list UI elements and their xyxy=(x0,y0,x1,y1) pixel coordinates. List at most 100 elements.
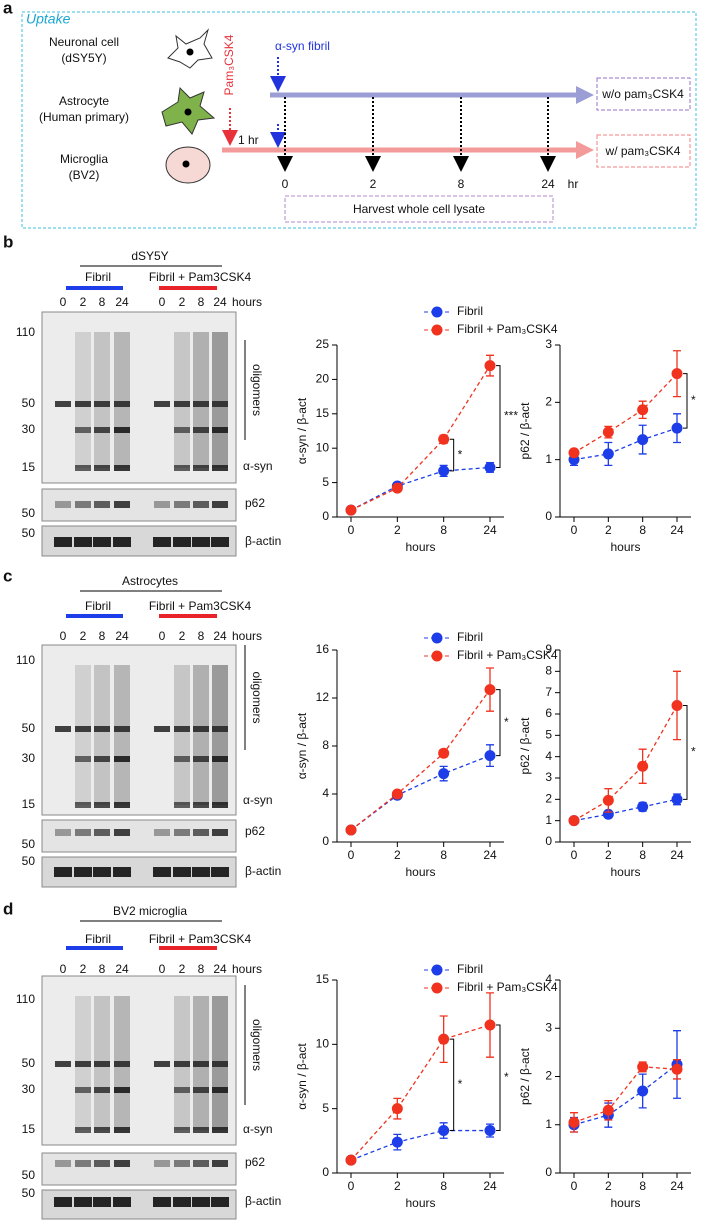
y-tick-label: 2 xyxy=(545,395,552,409)
timepoint: 8 xyxy=(458,177,465,191)
band xyxy=(154,1160,170,1167)
data-point xyxy=(671,793,683,805)
y-axis-label: p62 / β-act xyxy=(518,1047,532,1105)
blot xyxy=(41,1152,237,1186)
condition-label: w/o pam₃CSK4 xyxy=(601,87,684,101)
lane-unit: hours xyxy=(232,629,262,643)
band xyxy=(173,1197,191,1207)
group-label: Fibril + Pam3CSK4 xyxy=(149,932,252,946)
y-tick-label: 5 xyxy=(545,728,552,742)
mw-marker: 110 xyxy=(16,325,35,339)
legend-label: Fibril + Pam₃CSK4 xyxy=(457,648,558,662)
legend-label: Fibril xyxy=(457,304,483,318)
condition-box xyxy=(596,134,691,168)
data-point xyxy=(438,1033,450,1045)
smear xyxy=(174,665,190,805)
band xyxy=(193,465,209,471)
band xyxy=(154,829,170,836)
band xyxy=(193,756,209,762)
band xyxy=(55,726,71,732)
oligomer-label: oligomers xyxy=(250,364,264,416)
band xyxy=(94,401,110,407)
series-line xyxy=(350,1024,491,1161)
y-tick-label: 4 xyxy=(322,786,329,800)
band xyxy=(173,537,191,547)
legend-label: Fibril xyxy=(457,630,483,644)
timepoint: 0 xyxy=(282,177,289,191)
y-tick-label: 2 xyxy=(545,792,552,806)
legend-marker xyxy=(431,632,443,644)
band-label: p62 xyxy=(245,824,265,838)
data-point xyxy=(568,1116,580,1128)
band xyxy=(154,401,170,407)
band-label: α-syn xyxy=(243,1122,273,1136)
band xyxy=(212,1127,228,1133)
y-tick-label: 8 xyxy=(545,664,552,678)
data-point xyxy=(602,448,614,460)
y-tick-label: 8 xyxy=(322,738,329,752)
smear xyxy=(94,665,110,805)
panel-label: a xyxy=(3,0,13,17)
band xyxy=(212,465,228,471)
series-line xyxy=(573,1063,678,1126)
y-tick-label: 20 xyxy=(316,372,330,386)
timepoint: 2 xyxy=(370,177,377,191)
lane-label: 0 xyxy=(159,962,166,976)
x-tick-label: 0 xyxy=(348,848,355,862)
data-point xyxy=(345,1154,357,1166)
band xyxy=(212,1061,228,1067)
data-point xyxy=(438,768,450,780)
x-tick-label: 0 xyxy=(348,523,355,537)
y-axis-label: p62 / β-act xyxy=(518,717,532,775)
mw-marker: 15 xyxy=(22,797,36,811)
data-point xyxy=(671,699,683,711)
band xyxy=(55,1160,71,1167)
blot xyxy=(41,975,237,1146)
x-tick-label: 24 xyxy=(483,1179,497,1193)
data-point xyxy=(484,684,496,696)
legend-marker xyxy=(431,650,443,662)
mw-marker: 50 xyxy=(22,721,36,735)
group-bar xyxy=(66,614,123,618)
x-axis-label: hours xyxy=(405,1196,435,1210)
y-tick-label: 1 xyxy=(545,1117,552,1131)
nucleus xyxy=(182,160,190,168)
y-tick-label: 15 xyxy=(316,406,330,420)
series-line xyxy=(573,798,678,822)
band xyxy=(212,802,228,808)
panel-label: b xyxy=(3,232,13,251)
condition-box xyxy=(596,77,691,111)
group-bar xyxy=(66,286,123,290)
band xyxy=(114,756,130,762)
data-point xyxy=(637,1085,649,1097)
data-point xyxy=(602,1104,614,1116)
timeline-arrow xyxy=(576,141,594,159)
band xyxy=(193,829,209,836)
band xyxy=(212,1160,228,1167)
y-tick-label: 1 xyxy=(545,813,552,827)
data-point xyxy=(484,360,496,372)
x-tick-label: 24 xyxy=(483,848,497,862)
group-bar xyxy=(159,614,217,618)
x-tick-label: 24 xyxy=(483,523,497,537)
y-tick-label: 5 xyxy=(322,1101,329,1115)
significance-bracket xyxy=(683,373,688,429)
band xyxy=(174,401,190,407)
mw-marker: 50 xyxy=(22,506,36,520)
pam-label: Pam₃CSK4 xyxy=(222,34,236,95)
band xyxy=(54,1197,72,1207)
band xyxy=(94,829,110,836)
lane-label: 0 xyxy=(60,295,67,309)
group-bar xyxy=(159,946,217,950)
band xyxy=(192,537,210,547)
cell-detail: (BV2) xyxy=(69,168,100,182)
panel-label: c xyxy=(3,566,12,585)
data-point xyxy=(391,482,403,494)
significance-label: * xyxy=(458,1077,463,1091)
x-tick-label: 24 xyxy=(670,1179,684,1193)
mw-marker: 30 xyxy=(22,422,36,436)
oligomer-label: oligomers xyxy=(250,1019,264,1071)
y-tick-label: 9 xyxy=(545,642,552,656)
data-point xyxy=(391,1136,403,1148)
lane-label: 24 xyxy=(213,962,227,976)
